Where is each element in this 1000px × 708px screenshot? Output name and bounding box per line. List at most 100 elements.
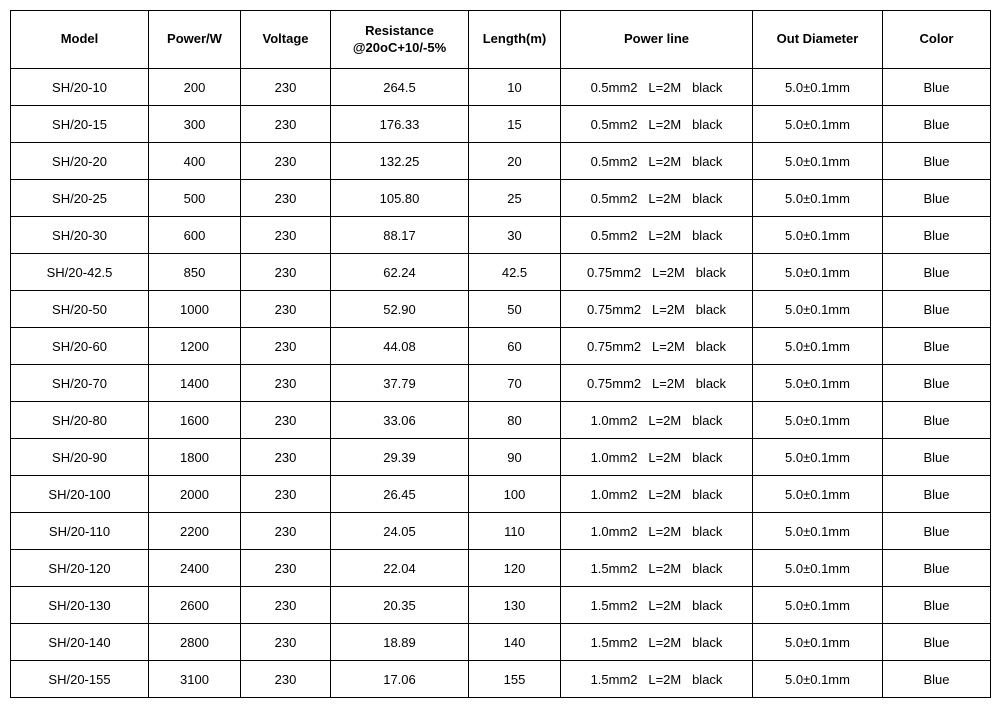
table-cell: Blue: [883, 476, 991, 513]
table-cell: SH/20-15: [11, 106, 149, 143]
table-cell: 5.0±0.1mm: [753, 328, 883, 365]
table-cell: SH/20-20: [11, 143, 149, 180]
table-cell: 30: [469, 217, 561, 254]
col-header-powerline: Power line: [561, 11, 753, 69]
table-cell: 26.45: [331, 476, 469, 513]
table-cell: 5.0±0.1mm: [753, 587, 883, 624]
table-cell: 230: [241, 402, 331, 439]
table-cell: 1600: [149, 402, 241, 439]
table-cell: Blue: [883, 402, 991, 439]
table-cell: 80: [469, 402, 561, 439]
table-row: SH/20-50100023052.90500.75mm2 L=2M black…: [11, 291, 991, 328]
table-cell: 1.5mm2 L=2M black: [561, 587, 753, 624]
table-cell: 44.08: [331, 328, 469, 365]
table-cell: SH/20-130: [11, 587, 149, 624]
table-cell: 52.90: [331, 291, 469, 328]
table-cell: 2200: [149, 513, 241, 550]
table-row: SH/20-25500230105.80250.5mm2 L=2M black5…: [11, 180, 991, 217]
table-cell: 1200: [149, 328, 241, 365]
col-header-length: Length(m): [469, 11, 561, 69]
table-cell: 3100: [149, 661, 241, 698]
table-cell: 0.75mm2 L=2M black: [561, 291, 753, 328]
table-cell: SH/20-155: [11, 661, 149, 698]
table-cell: 230: [241, 291, 331, 328]
table-cell: Blue: [883, 513, 991, 550]
table-cell: Blue: [883, 439, 991, 476]
table-cell: 130: [469, 587, 561, 624]
table-cell: Blue: [883, 143, 991, 180]
table-row: SH/20-15300230176.33150.5mm2 L=2M black5…: [11, 106, 991, 143]
table-row: SH/20-3060023088.17300.5mm2 L=2M black5.…: [11, 217, 991, 254]
table-cell: Blue: [883, 328, 991, 365]
table-cell: SH/20-100: [11, 476, 149, 513]
table-cell: Blue: [883, 106, 991, 143]
table-row: SH/20-10200230264.5100.5mm2 L=2M black5.…: [11, 69, 991, 106]
table-cell: 17.06: [331, 661, 469, 698]
table-cell: 5.0±0.1mm: [753, 143, 883, 180]
table-cell: 88.17: [331, 217, 469, 254]
table-cell: 400: [149, 143, 241, 180]
table-cell: 2000: [149, 476, 241, 513]
table-cell: 230: [241, 143, 331, 180]
table-cell: 20: [469, 143, 561, 180]
table-cell: 2600: [149, 587, 241, 624]
table-cell: 230: [241, 587, 331, 624]
table-cell: Blue: [883, 254, 991, 291]
table-cell: 230: [241, 106, 331, 143]
table-cell: 100: [469, 476, 561, 513]
table-cell: 42.5: [469, 254, 561, 291]
col-header-voltage: Voltage: [241, 11, 331, 69]
table-cell: 230: [241, 661, 331, 698]
table-cell: 600: [149, 217, 241, 254]
table-cell: Blue: [883, 587, 991, 624]
table-cell: 10: [469, 69, 561, 106]
table-cell: 132.25: [331, 143, 469, 180]
table-cell: SH/20-90: [11, 439, 149, 476]
table-cell: 230: [241, 624, 331, 661]
table-cell: 62.24: [331, 254, 469, 291]
table-cell: 5.0±0.1mm: [753, 69, 883, 106]
spec-table: Model Power/W Voltage Resistance@20oC+10…: [10, 10, 991, 698]
table-cell: SH/20-42.5: [11, 254, 149, 291]
table-row: SH/20-110220023024.051101.0mm2 L=2M blac…: [11, 513, 991, 550]
table-row: SH/20-140280023018.891401.5mm2 L=2M blac…: [11, 624, 991, 661]
table-cell: 90: [469, 439, 561, 476]
table-cell: 230: [241, 180, 331, 217]
table-cell: 24.05: [331, 513, 469, 550]
table-cell: 5.0±0.1mm: [753, 624, 883, 661]
table-cell: 5.0±0.1mm: [753, 513, 883, 550]
table-cell: SH/20-50: [11, 291, 149, 328]
table-row: SH/20-70140023037.79700.75mm2 L=2M black…: [11, 365, 991, 402]
table-cell: Blue: [883, 69, 991, 106]
col-header-color: Color: [883, 11, 991, 69]
table-cell: SH/20-140: [11, 624, 149, 661]
table-cell: 200: [149, 69, 241, 106]
table-cell: Blue: [883, 365, 991, 402]
table-row: SH/20-80160023033.06801.0mm2 L=2M black5…: [11, 402, 991, 439]
table-cell: 33.06: [331, 402, 469, 439]
table-cell: 110: [469, 513, 561, 550]
table-cell: 18.89: [331, 624, 469, 661]
table-cell: 1.5mm2 L=2M black: [561, 624, 753, 661]
table-cell: Blue: [883, 661, 991, 698]
table-cell: 264.5: [331, 69, 469, 106]
table-cell: 0.75mm2 L=2M black: [561, 365, 753, 402]
col-header-model: Model: [11, 11, 149, 69]
table-cell: SH/20-60: [11, 328, 149, 365]
table-cell: 230: [241, 439, 331, 476]
table-cell: 5.0±0.1mm: [753, 476, 883, 513]
table-cell: 1800: [149, 439, 241, 476]
table-row: SH/20-42.585023062.2442.50.75mm2 L=2M bl…: [11, 254, 991, 291]
table-cell: 230: [241, 476, 331, 513]
table-cell: 0.5mm2 L=2M black: [561, 69, 753, 106]
table-row: SH/20-155310023017.061551.5mm2 L=2M blac…: [11, 661, 991, 698]
table-cell: 70: [469, 365, 561, 402]
table-cell: 5.0±0.1mm: [753, 550, 883, 587]
table-cell: 300: [149, 106, 241, 143]
table-cell: 500: [149, 180, 241, 217]
table-cell: 60: [469, 328, 561, 365]
table-cell: 5.0±0.1mm: [753, 254, 883, 291]
table-cell: 50: [469, 291, 561, 328]
table-cell: 20.35: [331, 587, 469, 624]
table-body: SH/20-10200230264.5100.5mm2 L=2M black5.…: [11, 69, 991, 698]
